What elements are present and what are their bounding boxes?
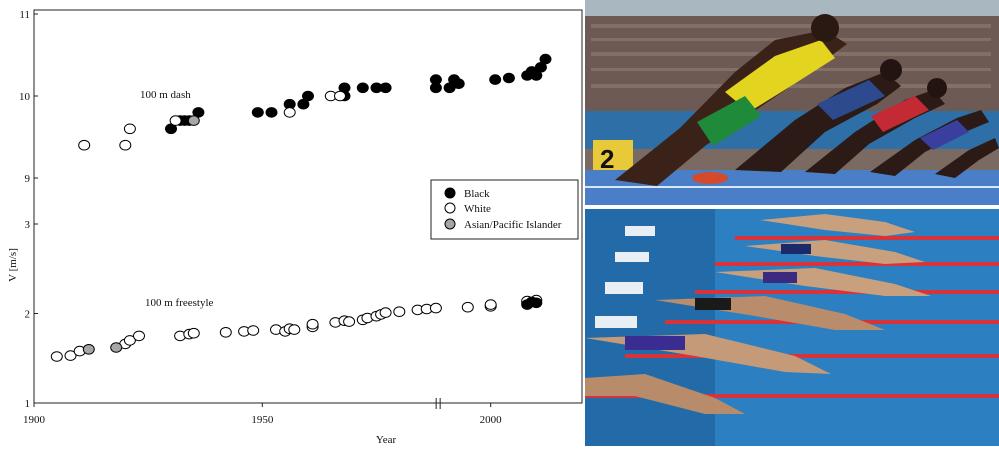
point-1-white-8 bbox=[187, 327, 200, 339]
point-0-black-9 bbox=[302, 90, 314, 102]
y-tick-label-0-11: 11 bbox=[19, 9, 30, 21]
point-0-black-26 bbox=[539, 53, 552, 65]
x-tick-label-1950: 1950 bbox=[251, 414, 274, 426]
x-axis-label: Year bbox=[376, 434, 397, 446]
sports-photo: 2 bbox=[585, 0, 999, 446]
sprinter-lead bbox=[615, 14, 847, 186]
point-1-white-25 bbox=[379, 307, 392, 318]
point-0-white-3 bbox=[169, 115, 182, 126]
point-1-white-32 bbox=[484, 299, 497, 310]
y-tick-label-0-9: 9 bbox=[25, 173, 31, 185]
y-tick-label-1-1: 1 bbox=[25, 398, 31, 410]
track-lane-line bbox=[585, 186, 999, 188]
point-0-white-6 bbox=[334, 90, 346, 102]
point-1-white-17 bbox=[306, 318, 319, 330]
legend-marker-black bbox=[444, 187, 456, 199]
point-1-white-15 bbox=[288, 324, 301, 335]
point-0-black-12 bbox=[356, 82, 369, 94]
speed-chart: V [m/s] Year 100 m dash 100 m freestyle … bbox=[7, 9, 583, 446]
point-1-black-2 bbox=[530, 297, 543, 309]
point-1-white-9 bbox=[219, 327, 232, 338]
starting-blocks bbox=[595, 226, 655, 328]
legend-label-white: White bbox=[464, 203, 491, 215]
y-tick-label-1-2: 2 bbox=[25, 309, 31, 321]
sprint-start-photo: 2 bbox=[585, 0, 999, 205]
plot-frame bbox=[33, 9, 583, 404]
legend: Black White Asian/Pacific Islander bbox=[430, 179, 579, 240]
point-1-asian-pacific-islander-1 bbox=[110, 342, 123, 353]
point-0-white-0 bbox=[78, 139, 91, 151]
point-1-white-4 bbox=[123, 335, 136, 346]
legend-label-black: Black bbox=[464, 188, 490, 200]
point-0-black-14 bbox=[379, 82, 392, 94]
photo-collage: 2 bbox=[585, 0, 999, 446]
dash-panel-annotation: 100 m dash bbox=[140, 89, 191, 101]
legend-label-asian: Asian/Pacific Islander bbox=[464, 219, 562, 231]
legend-marker-white bbox=[444, 202, 456, 214]
y-tick-label-0-10: 10 bbox=[19, 91, 31, 103]
point-1-white-1 bbox=[64, 350, 77, 361]
photo-divider bbox=[585, 205, 999, 209]
point-1-white-30 bbox=[461, 301, 474, 313]
point-0-black-20 bbox=[489, 74, 502, 85]
point-1-white-20 bbox=[343, 316, 356, 327]
point-1-white-26 bbox=[393, 306, 406, 318]
swim-start-photo bbox=[585, 209, 999, 446]
stadium-sky bbox=[585, 0, 999, 16]
point-0-white-2 bbox=[123, 123, 136, 135]
y-tick-label-1-3: 3 bbox=[25, 219, 31, 231]
swimmers bbox=[585, 214, 931, 414]
point-1-white-29 bbox=[429, 302, 442, 314]
point-0-black-19 bbox=[452, 78, 465, 89]
chart-panel: V [m/s] Year 100 m dash 100 m freestyle … bbox=[7, 9, 583, 446]
sprinter-second bbox=[735, 59, 902, 172]
x-tick-label-1900: 1900 bbox=[23, 414, 46, 426]
point-0-black-6 bbox=[265, 107, 278, 118]
sprinter-third bbox=[805, 78, 947, 174]
point-1-white-11 bbox=[247, 325, 260, 336]
point-0-black-5 bbox=[251, 107, 264, 118]
sprinter-field bbox=[870, 110, 999, 178]
point-0-black-16 bbox=[429, 74, 442, 85]
y-axis-label: V [m/s] bbox=[7, 248, 19, 282]
point-0-black-21 bbox=[502, 72, 515, 84]
point-1-asian-pacific-islander-0 bbox=[82, 344, 95, 355]
freestyle-panel-annotation: 100 m freestyle bbox=[145, 297, 214, 309]
point-1-white-0 bbox=[50, 351, 63, 362]
x-tick-label-2000: 2000 bbox=[480, 414, 503, 426]
legend-marker-asian bbox=[444, 218, 456, 230]
point-0-white-1 bbox=[119, 139, 132, 151]
point-0-white-4 bbox=[283, 107, 296, 118]
ad-board-yellow bbox=[593, 140, 633, 174]
point-1-white-5 bbox=[133, 330, 145, 342]
legend-box bbox=[430, 179, 579, 240]
lane-number-2: 2 bbox=[600, 144, 614, 174]
point-0-asian-pacific-islander-0 bbox=[187, 115, 200, 126]
